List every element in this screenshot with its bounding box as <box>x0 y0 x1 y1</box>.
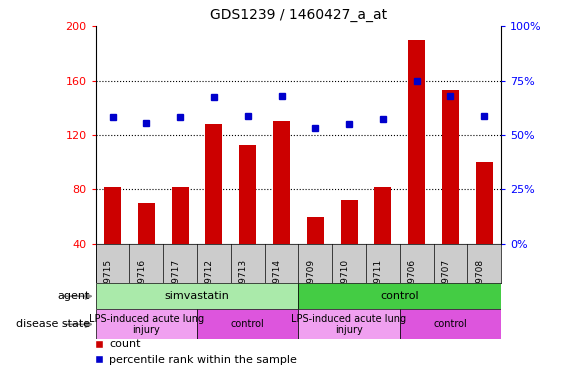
Bar <box>476 162 493 244</box>
Bar <box>239 144 256 244</box>
Text: control: control <box>381 291 419 301</box>
Bar <box>96 283 298 309</box>
Bar <box>442 90 459 244</box>
Bar <box>273 122 290 244</box>
Legend: count, percentile rank within the sample: count, percentile rank within the sample <box>90 335 301 369</box>
Bar <box>138 203 155 244</box>
Bar <box>298 309 400 339</box>
Text: simvastatin: simvastatin <box>164 291 230 301</box>
Bar <box>197 309 298 339</box>
Bar <box>298 283 501 309</box>
Bar <box>96 309 197 339</box>
Bar <box>205 124 222 244</box>
Text: LPS-induced acute lung
injury: LPS-induced acute lung injury <box>89 314 204 335</box>
Text: control: control <box>231 320 265 329</box>
Text: control: control <box>434 320 467 329</box>
Bar <box>400 309 501 339</box>
Text: disease state: disease state <box>16 320 90 329</box>
Title: GDS1239 / 1460427_a_at: GDS1239 / 1460427_a_at <box>210 9 387 22</box>
Text: LPS-induced acute lung
injury: LPS-induced acute lung injury <box>292 314 406 335</box>
Bar <box>307 217 324 244</box>
Bar <box>104 187 121 244</box>
Bar <box>172 187 189 244</box>
Bar <box>374 187 391 244</box>
Bar <box>341 200 358 244</box>
Bar <box>408 40 425 244</box>
Text: agent: agent <box>57 291 90 301</box>
